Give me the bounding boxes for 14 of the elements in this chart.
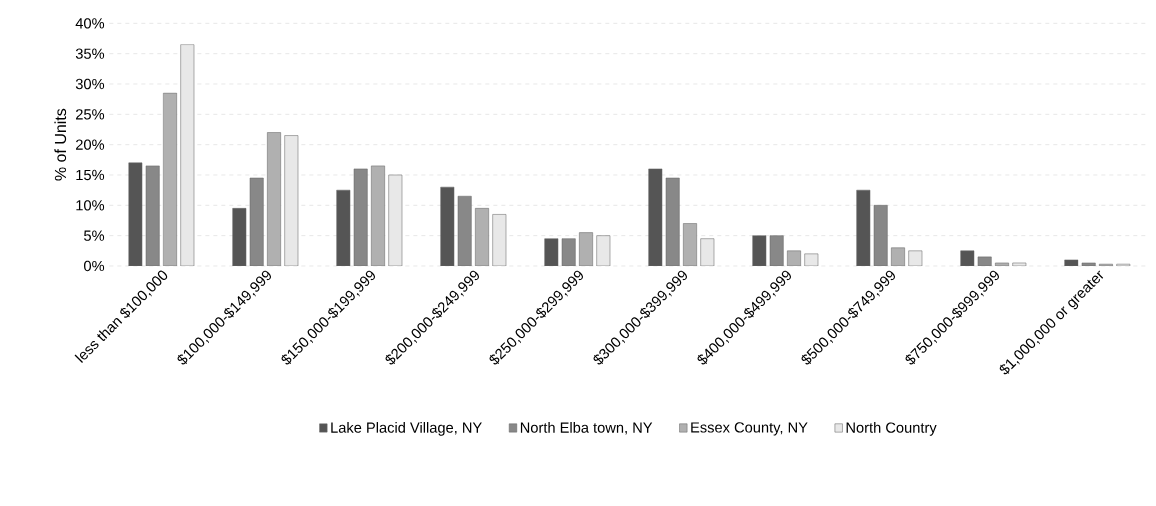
y-tick-label: 40% [75, 18, 105, 29]
legend-label: Essex County, NY [691, 422, 808, 436]
legend-label: North Country [846, 422, 937, 436]
y-tick-label: 35% [75, 48, 105, 59]
y-tick-label: 0% [84, 260, 105, 272]
legend-label: Lake Placid Village, NY [331, 422, 482, 436]
legend-label: North Elba town, NY [520, 422, 653, 435]
y-tick-label: 5% [84, 230, 105, 241]
y-tick-label: 25% [76, 109, 105, 120]
y-axis-title: % of Units [54, 108, 67, 181]
y-tick-label: 15% [76, 169, 105, 181]
y-tick-label: 30% [75, 78, 105, 90]
y-tick-label: 20% [76, 139, 105, 150]
y-tick-label: 10% [76, 200, 105, 211]
